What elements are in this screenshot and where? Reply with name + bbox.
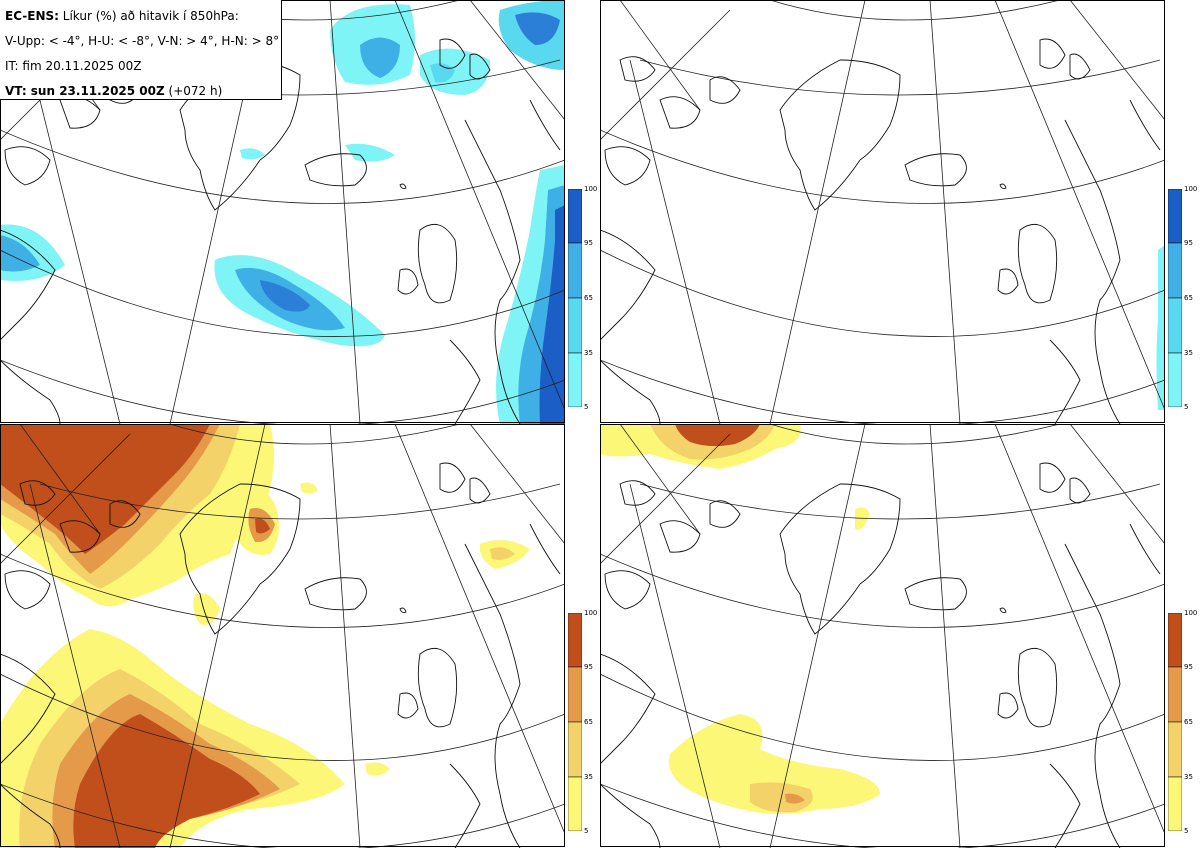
- colorbar-tick: 100: [1184, 185, 1198, 193]
- description-label: Líkur (%) að hitavik í 850hPa:: [62, 9, 239, 23]
- map-panel-lower-right: 100 95 65 35 5: [600, 424, 1200, 848]
- colorbar-warm: [568, 613, 582, 831]
- probability-field: [0, 0, 565, 424]
- colorbar-cold: [568, 189, 582, 407]
- colorbar-tick: 5: [1184, 827, 1189, 835]
- valid-time-label: VT: sun 23.11.2025 00Z: [5, 84, 165, 98]
- title-line-1: EC-ENS: Líkur (%) að hitavik í 850hPa:: [5, 4, 276, 29]
- colorbar-tick: 35: [1184, 349, 1193, 357]
- map-panel-upper-left: EC-ENS: Líkur (%) að hitavik í 850hPa: V…: [0, 0, 600, 424]
- map-upper-left: [0, 0, 565, 424]
- probability-field: [1156, 245, 1165, 410]
- colorbar-tick: 95: [584, 663, 593, 671]
- colorbar-cold: [1168, 189, 1182, 407]
- probability-field: [0, 424, 530, 848]
- map-upper-right: [600, 0, 1165, 424]
- colorbar-tick: 35: [584, 349, 593, 357]
- colorbar-tick: 65: [1184, 718, 1193, 726]
- colorbar-tick: 35: [584, 773, 593, 781]
- colorbar-tick: 35: [1184, 773, 1193, 781]
- colorbar-tick: 65: [584, 718, 593, 726]
- threshold-line: V-Upp: < -4°, H-U: < -8°, V-N: > 4°, H-N…: [5, 34, 280, 48]
- map-panel-upper-right: 100 95 65 35 5: [600, 0, 1200, 424]
- probability-field: [600, 424, 880, 814]
- model-label: EC-ENS:: [5, 9, 59, 23]
- colorbar-tick: 5: [584, 827, 589, 835]
- lead-time-label: (+072 h): [168, 84, 223, 98]
- valid-time-line: VT: sun 23.11.2025 00Z (+072 h): [5, 79, 276, 104]
- map-lower-left: [0, 424, 565, 848]
- initial-time-line: IT: fim 20.11.2025 00Z: [5, 59, 142, 73]
- colorbar-tick: 100: [1184, 609, 1198, 617]
- colorbar-tick: 95: [1184, 663, 1193, 671]
- colorbar-tick: 5: [1184, 403, 1189, 411]
- colorbar-tick: 65: [584, 294, 593, 302]
- colorbar-tick: 95: [1184, 239, 1193, 247]
- title-box: EC-ENS: Líkur (%) að hitavik í 850hPa: V…: [0, 0, 282, 100]
- map-panel-lower-left: 100 95 65 35 5: [0, 424, 600, 848]
- colorbar-tick: 100: [584, 609, 598, 617]
- map-lower-right: [600, 424, 1165, 848]
- colorbar-warm: [1168, 613, 1182, 831]
- colorbar-tick: 95: [584, 239, 593, 247]
- colorbar-tick: 100: [584, 185, 598, 193]
- colorbar-tick: 65: [1184, 294, 1193, 302]
- colorbar-tick: 5: [584, 403, 589, 411]
